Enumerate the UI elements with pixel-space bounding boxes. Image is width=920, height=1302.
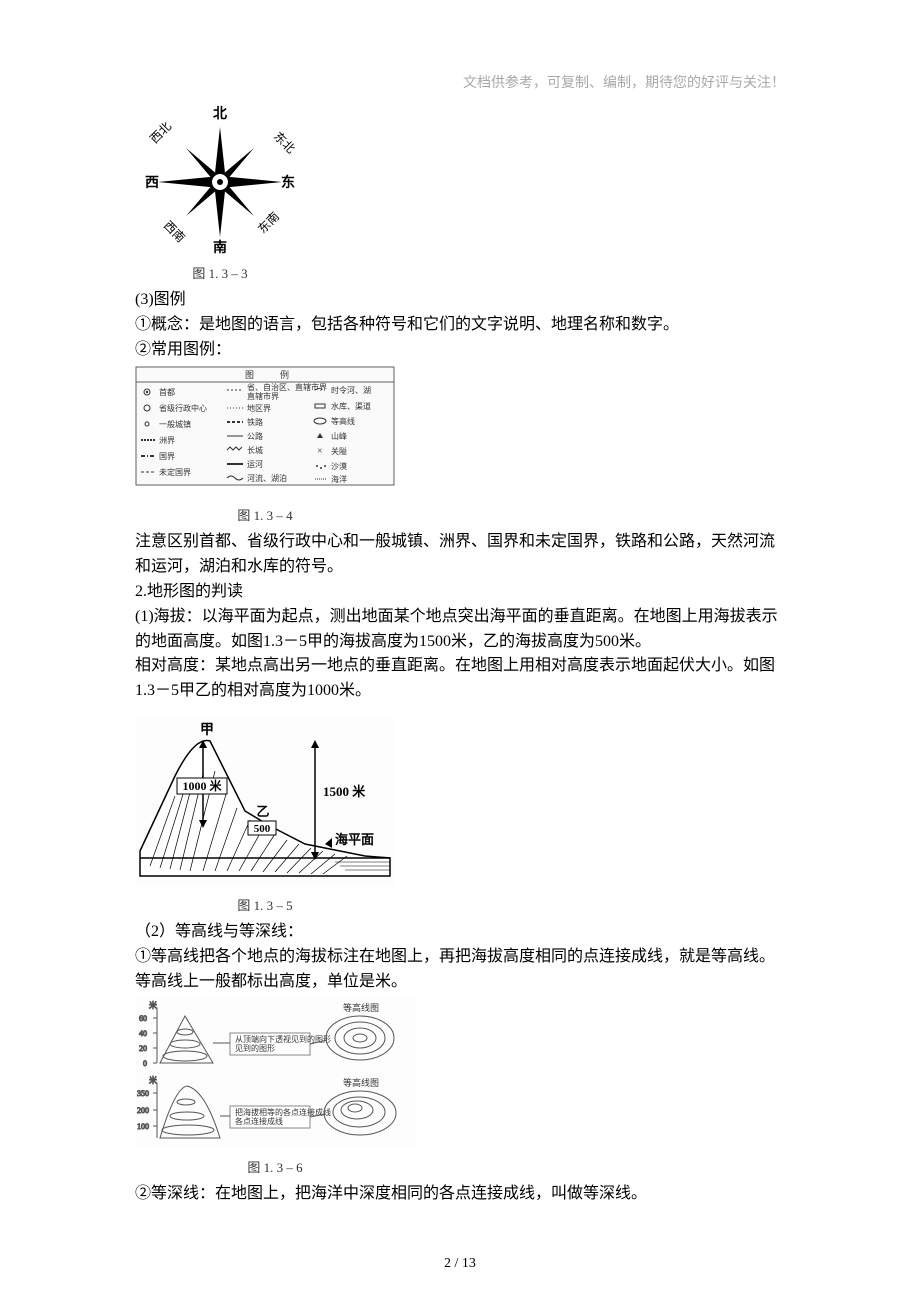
- svg-text:等高线图: 等高线图: [343, 1077, 379, 1088]
- svg-text:东南: 东南: [255, 209, 283, 237]
- svg-text:100: 100: [137, 1122, 149, 1131]
- svg-text:地区界: 地区界: [247, 403, 271, 413]
- svg-text:1000 米: 1000 米: [182, 778, 222, 793]
- figure-contour: 米 60 40 20 0 从顶端向下透视见到的图形 见到的图形: [135, 998, 415, 1176]
- svg-text:各点连接成线: 各点连接成线: [235, 1116, 283, 1126]
- svg-text:时令河、湖: 时令河、湖: [331, 385, 371, 395]
- svg-text:洲界: 洲界: [159, 436, 175, 445]
- svg-text:米: 米: [149, 1000, 157, 1010]
- svg-text:乙: 乙: [256, 804, 269, 819]
- svg-text:首都: 首都: [159, 387, 175, 397]
- figure-elevation-caption: 图 1. 3 – 5: [135, 895, 395, 914]
- legend-heading: (3)图例: [135, 288, 785, 313]
- svg-text:米: 米: [149, 1075, 157, 1085]
- svg-text:海洋: 海洋: [331, 474, 347, 484]
- svg-text:图: 图: [245, 370, 254, 380]
- svg-text:山峰: 山峰: [331, 431, 347, 441]
- svg-text:40: 40: [139, 1029, 147, 1038]
- svg-text:500: 500: [254, 823, 271, 835]
- svg-text:北: 北: [213, 106, 227, 122]
- page-number: 2 / 13: [135, 1256, 785, 1272]
- svg-text:省级行政中心: 省级行政中心: [159, 403, 207, 413]
- legend-concept: ①概念：是地图的语言，包括各种符号和它们的文字说明、地理名称和数字。: [135, 313, 785, 338]
- svg-text:公路: 公路: [247, 431, 263, 441]
- svg-text:沙漠: 沙漠: [331, 461, 347, 471]
- svg-text:200: 200: [137, 1106, 149, 1115]
- contour-text-1: ①等高线把各个地点的海拔标注在地图上，再把海拔高度相同的点连接成线，就是等高线。…: [135, 945, 785, 995]
- svg-text:350: 350: [137, 1089, 149, 1098]
- svg-text:水库、渠道: 水库、渠道: [331, 401, 371, 411]
- figure-legend: 图 例 首都 省级行政中心 一般城镇 洲界 国界 未定国界 省、自治区、直辖市界: [135, 366, 395, 524]
- svg-text:20: 20: [139, 1044, 147, 1053]
- contour-heading: （2）等高线与等深线：: [135, 920, 785, 945]
- svg-text:×: ×: [317, 446, 323, 457]
- svg-text:国界: 国界: [159, 452, 175, 461]
- svg-text:南: 南: [213, 239, 227, 254]
- svg-text:海平面: 海平面: [335, 832, 374, 847]
- figure-compass: 北 南 东 西 东北 西北 东南 西南 图 1. 3 – 3: [135, 104, 305, 282]
- svg-text:铁路: 铁路: [247, 417, 263, 427]
- legend-note: 注意区别首都、省级行政中心和一般城镇、洲界、国界和未定国界，铁路和公路，天然河流…: [135, 530, 785, 580]
- svg-text:省、自治区、直辖市界: 省、自治区、直辖市界: [247, 382, 327, 392]
- svg-text:长城: 长城: [247, 445, 263, 455]
- xiangdui-text: 相对高度：某地点高出另一地点的垂直距离。在地图上用相对高度表示地面起伏大小。如图…: [135, 654, 785, 704]
- svg-text:见到的图形: 见到的图形: [235, 1043, 275, 1053]
- svg-text:河流、湖泊: 河流、湖泊: [247, 473, 287, 483]
- header-note: 文档供参考，可复制、编制，期待您的好评与关注！: [463, 72, 785, 92]
- svg-text:西南: 西南: [161, 218, 189, 246]
- svg-text:西北: 西北: [147, 119, 174, 146]
- figure-elevation: 1000 米 1500 米 500 甲 乙 海平面 图 1. 3 – 5: [135, 716, 395, 914]
- svg-text:甲: 甲: [200, 722, 214, 738]
- figure-compass-caption: 图 1. 3 – 3: [135, 263, 305, 282]
- legend-common: ②常用图例：: [135, 338, 785, 363]
- contour-text-2: ②等深线：在地图上，把海洋中深度相同的各点连接成线，叫做等深线。: [135, 1182, 785, 1207]
- svg-text:60: 60: [139, 1014, 147, 1023]
- svg-text:0: 0: [143, 1059, 147, 1068]
- svg-text:1500 米: 1500 米: [323, 784, 366, 799]
- svg-text:东: 东: [281, 174, 295, 191]
- figure-contour-caption: 图 1. 3 – 6: [135, 1157, 415, 1176]
- svg-text:东北: 东北: [271, 129, 298, 156]
- haiba-text: (1)海拔：以海平面为起点，测出地面某个地点突出海平面的垂直距离。在地图上用海拔…: [135, 605, 785, 655]
- svg-text:西: 西: [145, 175, 159, 191]
- svg-text:等高线图: 等高线图: [343, 1002, 379, 1013]
- figure-legend-caption: 图 1. 3 – 4: [135, 505, 395, 524]
- svg-text:运河: 运河: [247, 459, 263, 469]
- svg-text:未定国界: 未定国界: [159, 467, 191, 477]
- section-2: 2.地形图的判读: [135, 580, 785, 605]
- svg-text:例: 例: [280, 369, 289, 380]
- svg-text:等高线: 等高线: [331, 416, 355, 426]
- svg-text:关隘: 关隘: [331, 446, 347, 456]
- svg-text:直辖市界: 直辖市界: [247, 391, 279, 401]
- svg-text:一般城镇: 一般城镇: [159, 419, 191, 429]
